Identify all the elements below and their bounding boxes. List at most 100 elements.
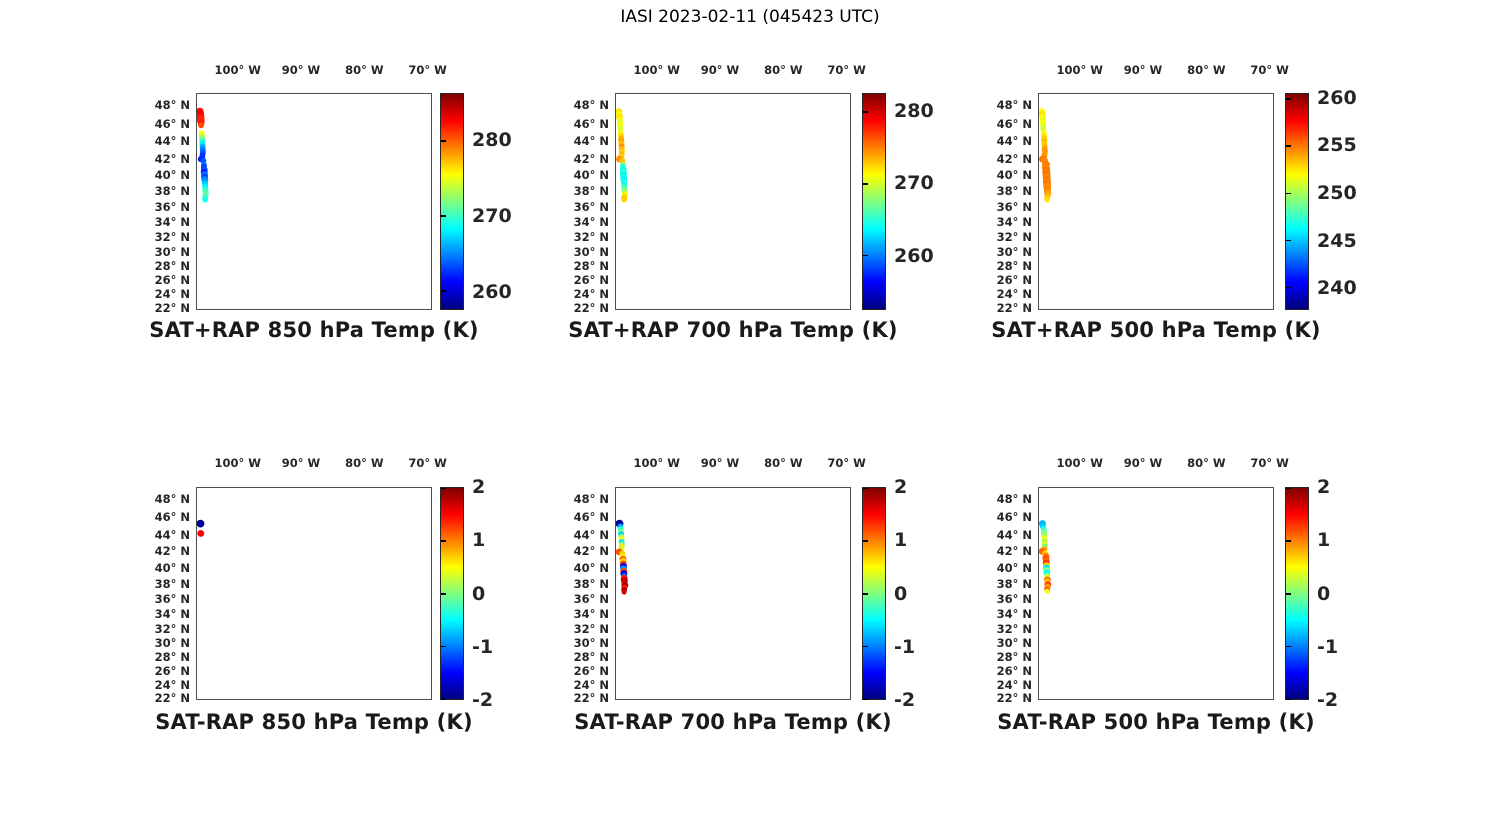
lat-tick-label: 26° N <box>996 664 1032 679</box>
lat-tick-label: 48° N <box>573 98 609 113</box>
colorbar-tick <box>1286 286 1291 289</box>
colorbar-tick-label: -1 <box>472 635 494 658</box>
colorbar-tick <box>1286 593 1291 595</box>
us-map-svg <box>616 519 629 595</box>
panel-title: SAT+RAP 850 hPa Temp (K) <box>149 318 479 342</box>
lat-tick-label: 42° N <box>154 151 190 166</box>
colorbar-tick-label: 260 <box>1317 86 1357 109</box>
us-map-svg <box>1039 520 1052 594</box>
colorbar-tick <box>441 540 446 542</box>
lat-tick-label: 42° N <box>996 544 1032 559</box>
lon-tick-label: 80° W <box>764 63 803 77</box>
lat-tick-label: 44° N <box>154 527 190 542</box>
lat-tick-label: 22° N <box>154 300 190 315</box>
lat-tick-label: 38° N <box>996 184 1032 199</box>
us-map-svg <box>197 519 205 537</box>
scatter-point <box>621 197 627 203</box>
us-map-svg <box>1039 108 1052 203</box>
map-area <box>1038 93 1274 310</box>
lat-tick-label: 24° N <box>996 287 1032 302</box>
lon-tick-label: 90° W <box>281 63 321 77</box>
lat-tick-label: 26° N <box>154 273 190 288</box>
lat-tick-label: 46° N <box>154 116 190 131</box>
lat-tick-label: 26° N <box>573 273 609 288</box>
lat-tick-label: 24° N <box>573 677 609 692</box>
colorbar-tick-label: 0 <box>1317 582 1331 605</box>
colorbar <box>440 93 464 310</box>
us-map-svg <box>616 108 628 203</box>
panel-title: SAT+RAP 700 hPa Temp (K) <box>568 318 898 342</box>
lat-tick-label: 28° N <box>154 650 190 665</box>
lon-tick-label: 70° W <box>827 63 866 77</box>
colorbar-tick <box>1286 645 1291 648</box>
lat-tick-label: 42° N <box>573 544 609 559</box>
lat-tick-label: 28° N <box>996 259 1032 274</box>
lon-tick-label: 100° W <box>1056 63 1103 77</box>
lat-tick-label: 22° N <box>573 300 609 315</box>
colorbar-tick <box>1286 145 1291 147</box>
colorbar <box>862 487 886 700</box>
colorbar-tick <box>441 140 446 142</box>
colorbar-tick-label: 1 <box>894 529 908 552</box>
lon-tick-label: 70° W <box>827 456 866 470</box>
scatter-point <box>1044 197 1050 203</box>
lon-tick-label: 70° W <box>1250 63 1289 77</box>
colorbar <box>862 93 886 310</box>
lon-tick-label: 100° W <box>214 456 261 470</box>
lon-tick-label: 90° W <box>700 456 740 470</box>
scatter-point <box>617 125 624 132</box>
lat-tick-label: 34° N <box>996 607 1032 622</box>
lon-tick-label: 80° W <box>345 63 384 77</box>
colorbar-tick <box>863 698 868 700</box>
lat-tick-label: 28° N <box>154 259 190 274</box>
map-area <box>615 487 851 700</box>
lat-tick-label: 48° N <box>154 492 190 507</box>
lat-tick-label: 44° N <box>996 527 1032 542</box>
lat-tick-label: 38° N <box>154 184 190 199</box>
colorbar-tick-label: 1 <box>472 529 486 552</box>
lon-tick-label: 80° W <box>1187 456 1226 470</box>
lat-tick-label: 40° N <box>154 168 190 183</box>
lat-tick-label: 26° N <box>573 664 609 679</box>
colorbar-tick-label: -1 <box>894 635 916 658</box>
lat-tick-label: 34° N <box>573 607 609 622</box>
lon-tick-label: 70° W <box>408 456 447 470</box>
lat-tick-label: 40° N <box>573 168 609 183</box>
lat-tick-label: 28° N <box>573 650 609 665</box>
colorbar-tick <box>863 540 868 542</box>
lat-tick-label: 22° N <box>996 300 1032 315</box>
colorbar-tick <box>863 593 868 595</box>
colorbar-tick <box>1286 540 1291 542</box>
colorbar-tick-label: 2 <box>1317 476 1331 498</box>
lat-tick-label: 40° N <box>996 168 1032 183</box>
lat-tick-label: 34° N <box>996 215 1032 230</box>
lat-tick-label: 36° N <box>573 200 609 215</box>
colorbar-tick <box>863 487 868 489</box>
lat-tick-label: 42° N <box>154 544 190 559</box>
colorbar-tick <box>863 183 868 185</box>
colorbar-tick-label: 2 <box>472 476 486 498</box>
scatter-point <box>621 589 627 595</box>
lon-tick-label: 80° W <box>764 456 803 470</box>
colorbar <box>1285 93 1309 310</box>
scatter-point <box>202 197 208 203</box>
lat-tick-label: 34° N <box>154 215 190 230</box>
lat-tick-label: 32° N <box>573 621 609 636</box>
lat-tick-label: 36° N <box>996 200 1032 215</box>
lat-tick-label: 36° N <box>573 592 609 607</box>
lat-tick-label: 40° N <box>573 560 609 575</box>
colorbar-tick <box>441 593 446 595</box>
colorbar-tick <box>863 111 868 113</box>
lat-tick-label: 44° N <box>154 134 190 149</box>
colorbar-tick-label: 255 <box>1317 134 1357 157</box>
figure-title: IASI 2023-02-11 (045423 UTC) <box>620 7 880 27</box>
lat-tick-label: 32° N <box>996 621 1032 636</box>
scatter-point <box>197 519 205 528</box>
lat-tick-label: 30° N <box>154 245 190 260</box>
map-area <box>1038 487 1274 700</box>
colorbar-tick <box>863 254 868 257</box>
lat-tick-label: 36° N <box>154 200 190 215</box>
panel-title: SAT-RAP 850 hPa Temp (K) <box>155 710 473 734</box>
lon-tick-label: 90° W <box>281 456 321 470</box>
lat-tick-label: 22° N <box>996 691 1032 705</box>
